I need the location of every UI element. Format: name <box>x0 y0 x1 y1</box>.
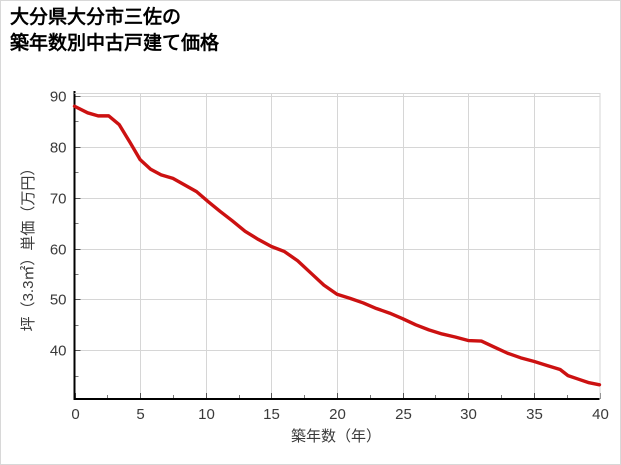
x-tick-label: 15 <box>263 406 280 423</box>
x-axis-title: 築年数（年） <box>291 427 381 445</box>
y-tick-label: 50 <box>50 292 67 309</box>
gridlines-group <box>74 93 600 399</box>
axis-spines-group <box>73 91 601 401</box>
x-tick-label: 20 <box>329 406 346 423</box>
y-tick-label: 70 <box>50 191 67 208</box>
x-tick-label: 40 <box>592 406 609 423</box>
x-tick-label: 25 <box>395 406 412 423</box>
x-tick-labels-group: 0 5 10 15 20 25 30 35 40 <box>71 406 609 423</box>
x-tick-label: 30 <box>460 406 477 423</box>
y-axis-title: 坪（3.3㎡）単価（万円） <box>20 161 37 332</box>
x-tick-label: 35 <box>526 406 543 423</box>
series-line-0 <box>72 104 602 387</box>
y-tick-label: 40 <box>50 343 67 360</box>
y-tick-label: 60 <box>50 242 67 259</box>
y-tick-label: 80 <box>50 140 67 157</box>
x-tick-label: 5 <box>136 406 144 423</box>
series-group <box>72 104 602 387</box>
axis-spine <box>73 91 600 401</box>
x-tick-label: 10 <box>198 406 215 423</box>
y-tick-label: 90 <box>50 89 67 106</box>
x-tick-label: 0 <box>71 406 79 423</box>
minor-ticks-group <box>74 121 568 399</box>
page-title: 大分県大分市三佐の 築年数別中古戸建て価格 <box>10 7 220 54</box>
y-tick-labels-group: 40 50 60 70 80 90 <box>50 89 67 360</box>
